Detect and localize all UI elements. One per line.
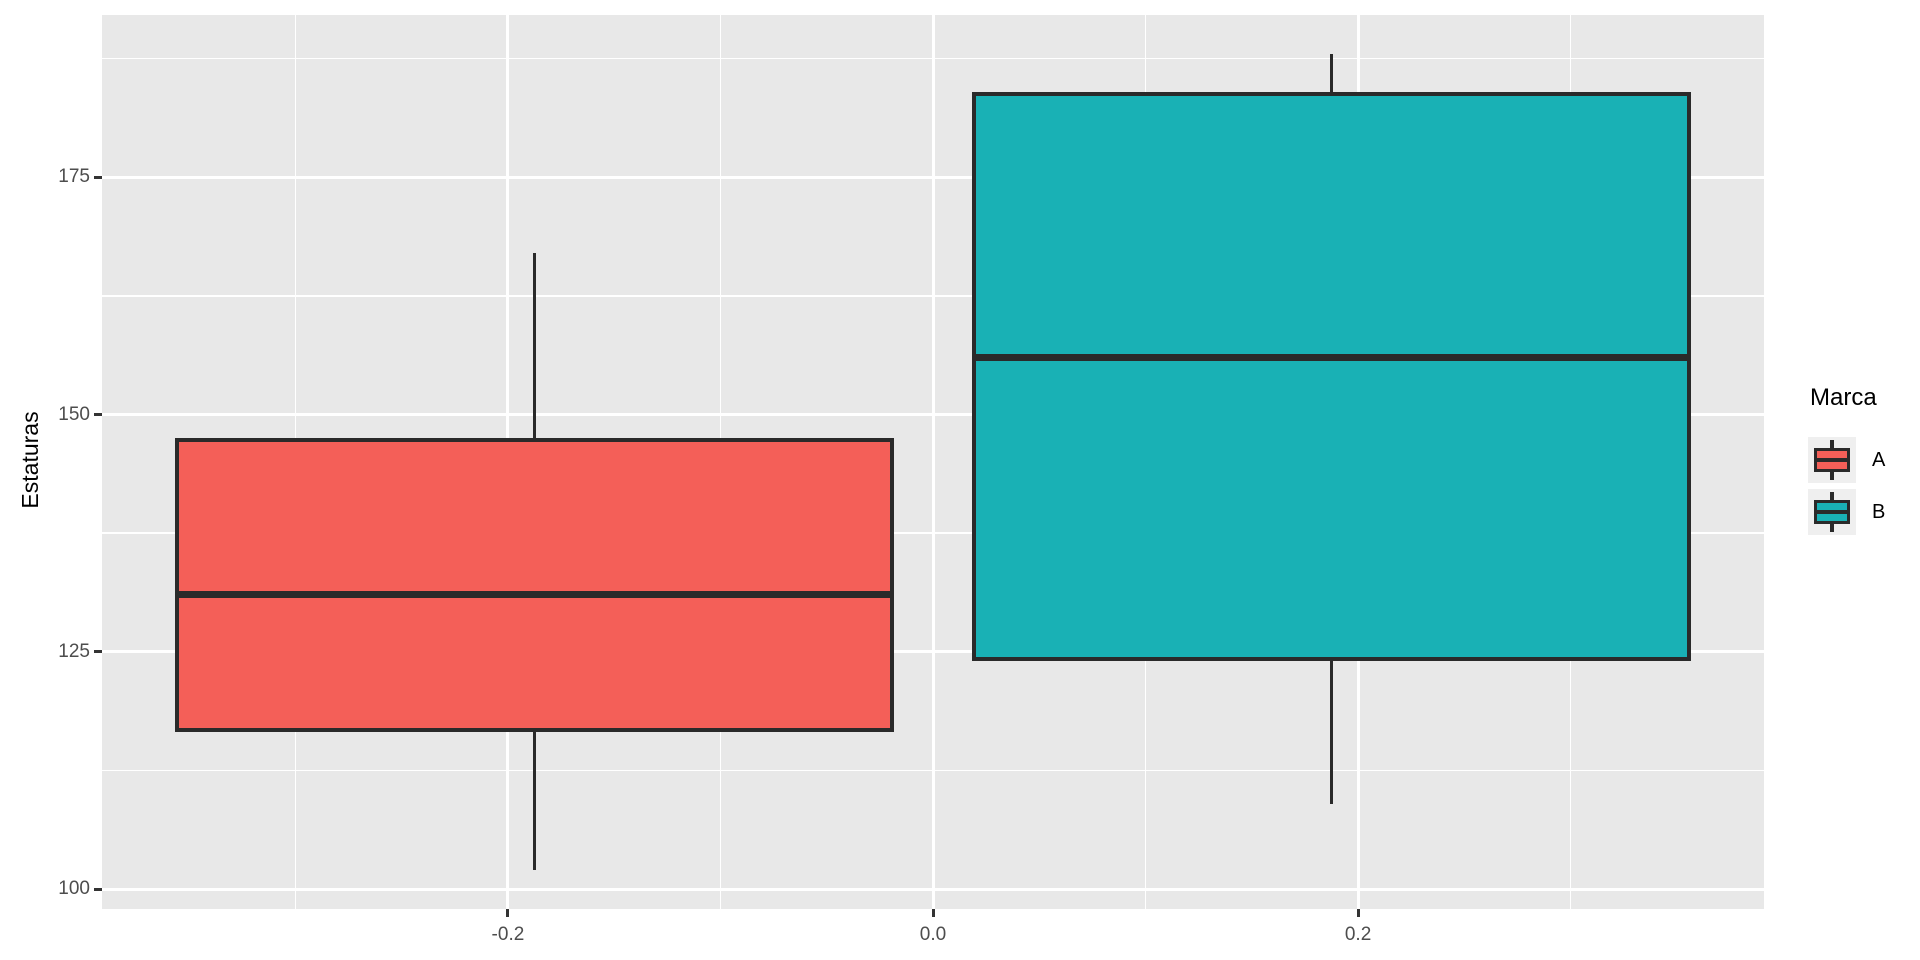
y-tick-mark bbox=[94, 650, 102, 654]
y-tick-label: 100 bbox=[58, 878, 90, 900]
boxplot-median-line bbox=[972, 354, 1691, 362]
x-tick-mark bbox=[506, 909, 510, 917]
legend-key-a bbox=[1808, 437, 1856, 483]
boxplot-lower-whisker bbox=[532, 732, 537, 871]
x-tick-mark bbox=[931, 909, 935, 917]
boxplot-box-b bbox=[972, 91, 1691, 662]
legend-boxplot-glyph-box bbox=[1814, 448, 1850, 472]
y-tick-mark bbox=[94, 175, 102, 179]
legend-title: Marca bbox=[1810, 384, 1877, 411]
legend-label-b: B bbox=[1872, 501, 1886, 523]
y-tick-label: 150 bbox=[58, 403, 90, 425]
boxplot-upper-whisker bbox=[532, 253, 537, 439]
y-axis-title: Estaturas bbox=[17, 411, 43, 509]
y-tick-label: 125 bbox=[58, 640, 90, 662]
boxplot-median-line bbox=[175, 591, 894, 599]
x-tick-label: 0.2 bbox=[1344, 924, 1372, 945]
boxplot-lower-whisker bbox=[1329, 661, 1334, 804]
x-tick-mark bbox=[1356, 909, 1360, 917]
legend-boxplot-glyph-median bbox=[1817, 458, 1847, 462]
legend-boxplot-glyph-box bbox=[1814, 500, 1850, 524]
y-tick-mark bbox=[94, 887, 102, 891]
legend-boxplot-glyph-median bbox=[1817, 510, 1847, 514]
plot-panel bbox=[102, 15, 1764, 909]
legend-key-b bbox=[1808, 489, 1856, 535]
x-tick-label: -0.2 bbox=[491, 924, 525, 945]
y-tick-mark bbox=[94, 413, 102, 417]
x-major-gridline bbox=[931, 15, 935, 909]
y-tick-label: 175 bbox=[58, 166, 90, 188]
boxplot-box-a bbox=[175, 438, 894, 733]
x-tick-label: 0.0 bbox=[919, 924, 947, 945]
boxplot-upper-whisker bbox=[1329, 53, 1334, 92]
legend-label-a: A bbox=[1872, 449, 1886, 471]
